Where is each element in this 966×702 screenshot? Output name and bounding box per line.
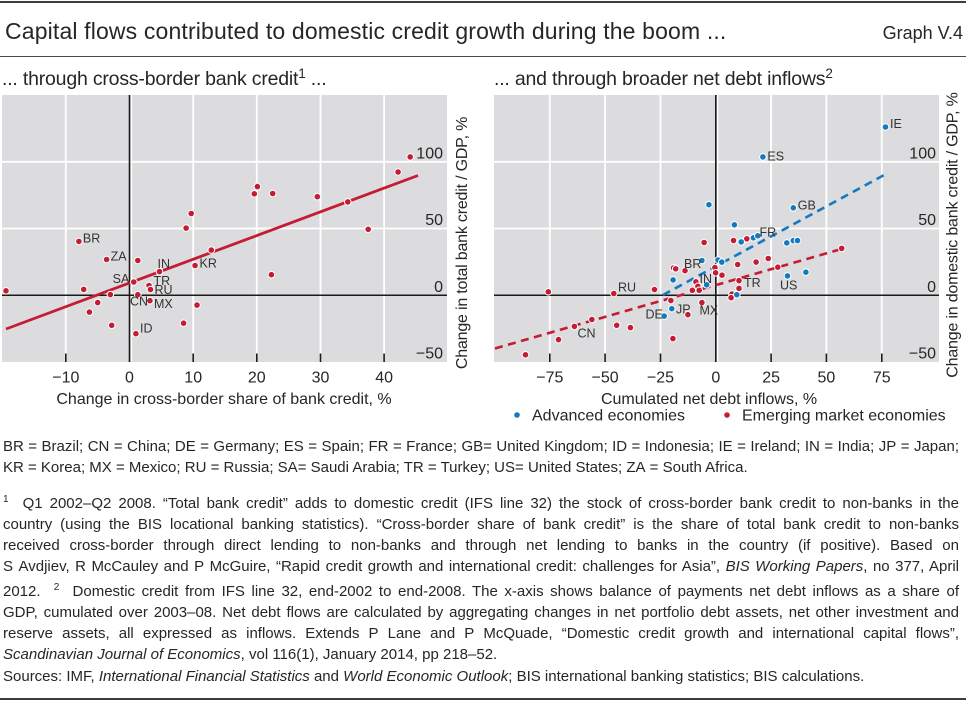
svg-text:10: 10 [184,370,202,387]
svg-text:MX: MX [700,304,719,318]
svg-text:75: 75 [873,370,891,387]
svg-text:0: 0 [125,370,134,387]
svg-text:−10: −10 [52,370,79,387]
svg-text:100: 100 [416,145,443,162]
svg-text:25: 25 [762,370,780,387]
svg-text:CN: CN [130,295,148,309]
svg-text:−75: −75 [536,370,563,387]
svg-text:US: US [780,279,797,293]
svg-text:50: 50 [818,370,836,387]
svg-text:GB: GB [798,199,816,213]
svg-text:FR: FR [760,226,777,240]
svg-text:BR: BR [83,231,100,245]
svg-text:SA: SA [113,272,130,286]
svg-text:20: 20 [248,370,266,387]
svg-text:BR: BR [684,257,701,271]
svg-text:IN: IN [158,257,171,271]
svg-text:40: 40 [375,370,393,387]
svg-text:Cumulated net debt inflows, %: Cumulated net debt inflows, % [601,391,817,408]
svg-text:−25: −25 [647,370,674,387]
svg-text:50: 50 [425,212,443,229]
svg-text:−50: −50 [592,370,619,387]
svg-text:RU: RU [155,283,173,297]
svg-text:ES: ES [767,149,784,163]
svg-text:Advanced economies: Advanced economies [532,408,685,425]
svg-text:JP: JP [676,303,691,317]
svg-text:CN: CN [578,327,596,341]
svg-text:RU: RU [618,281,636,295]
svg-text:Emerging market economies: Emerging market economies [742,408,946,425]
svg-text:TR: TR [154,274,171,288]
svg-text:MX: MX [154,297,173,311]
svg-text:−50: −50 [909,346,936,363]
svg-text:0: 0 [434,279,443,296]
svg-text:IE: IE [890,117,902,131]
svg-text:Change in domestic bank credit: Change in domestic bank credit / GDP, % [945,92,962,377]
svg-text:ZA: ZA [111,250,128,264]
svg-text:IN: IN [700,272,713,286]
svg-text:30: 30 [312,370,330,387]
svg-text:KR: KR [200,257,217,271]
svg-text:DE: DE [646,308,663,322]
svg-text:50: 50 [918,212,936,229]
svg-text:0: 0 [711,370,720,387]
svg-text:Change in total bank credit /: Change in total bank credit / GDP, % [454,117,471,369]
svg-text:100: 100 [909,145,936,162]
svg-text:0: 0 [927,279,936,296]
svg-text:−50: −50 [416,346,443,363]
svg-text:TR: TR [744,276,761,290]
svg-text:ID: ID [140,322,153,336]
svg-text:Change in cross-border share o: Change in cross-border share of bank cre… [56,391,391,408]
